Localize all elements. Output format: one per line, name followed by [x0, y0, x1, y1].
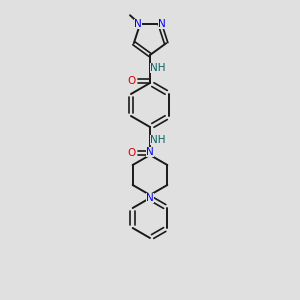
Text: N: N — [146, 147, 154, 157]
Text: O: O — [128, 76, 136, 86]
Text: NH: NH — [150, 63, 166, 73]
Text: N: N — [134, 19, 142, 29]
Text: N: N — [158, 19, 166, 29]
Text: N: N — [146, 193, 154, 203]
Text: O: O — [128, 148, 136, 158]
Text: NH: NH — [150, 135, 166, 145]
